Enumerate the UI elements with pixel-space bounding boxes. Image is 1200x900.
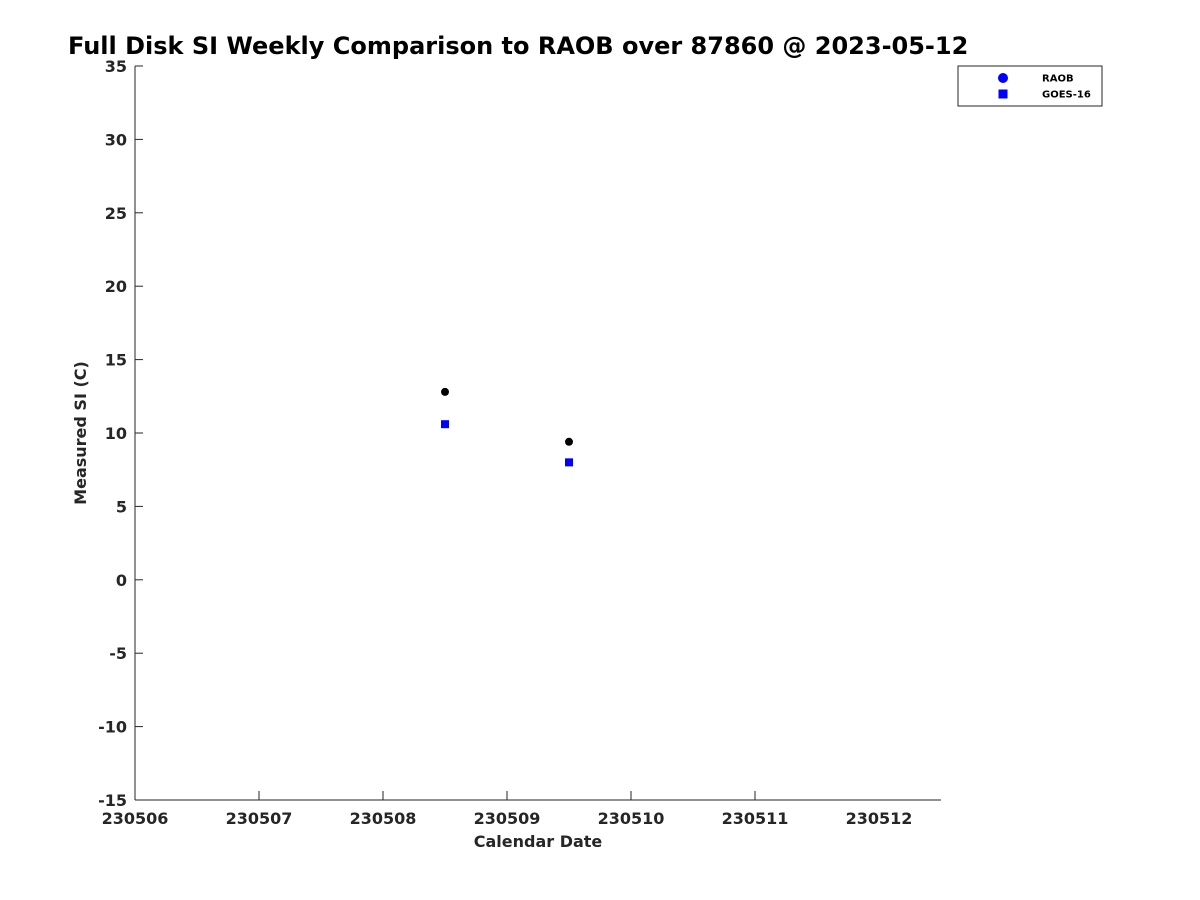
legend-box (957, 65, 1103, 107)
legend-label: RAOB (1042, 74, 1074, 85)
x-tick-label: 230507 (226, 809, 293, 828)
x-tick-label: 230509 (474, 809, 541, 828)
goes-16-point (565, 458, 573, 467)
x-tick-label: 230506 (102, 809, 169, 828)
raob-point (441, 387, 449, 396)
x-tick-label: 230510 (598, 809, 665, 828)
data-points (441, 387, 573, 467)
y-tick-label: 30 (105, 130, 127, 149)
y-tick-label: -5 (109, 644, 127, 663)
x-axis-label: Calendar Date (474, 832, 603, 851)
raob-point (565, 437, 573, 446)
x-tick-label: 230508 (350, 809, 417, 828)
axes (134, 66, 941, 801)
y-tick-label: 15 (105, 351, 127, 370)
x-tick-label: 230512 (846, 809, 913, 828)
y-tick-label: 10 (105, 424, 127, 443)
y-tick-label: 5 (116, 497, 127, 516)
y-tick-label: 25 (105, 204, 127, 223)
y-tick-label: -10 (98, 718, 127, 737)
y-tick-label: 35 (105, 57, 127, 76)
x-axis-ticks: 230506 230507 230508 230509 230510 230511 2305… (102, 791, 913, 828)
y-axis-label: Measured SI (C) (71, 361, 90, 505)
legend-goes-16-marker (998, 89, 1008, 99)
y-tick-label: 0 (116, 571, 127, 590)
legend-raob-marker (998, 73, 1008, 83)
legend-label: GOES-16 (1042, 90, 1091, 101)
y-axis-ticks: -15 -10 -5 0 5 10 15 20 25 30 35 (98, 57, 143, 810)
chart-title: Full Disk SI Weekly Comparison to RAOB o… (68, 32, 968, 60)
legend: RAOB GOES-16 (957, 65, 1103, 107)
goes-16-point (441, 420, 449, 429)
y-tick-label: 20 (105, 277, 127, 296)
y-tick-label: -15 (98, 791, 127, 810)
x-tick-label: 230511 (722, 809, 789, 828)
